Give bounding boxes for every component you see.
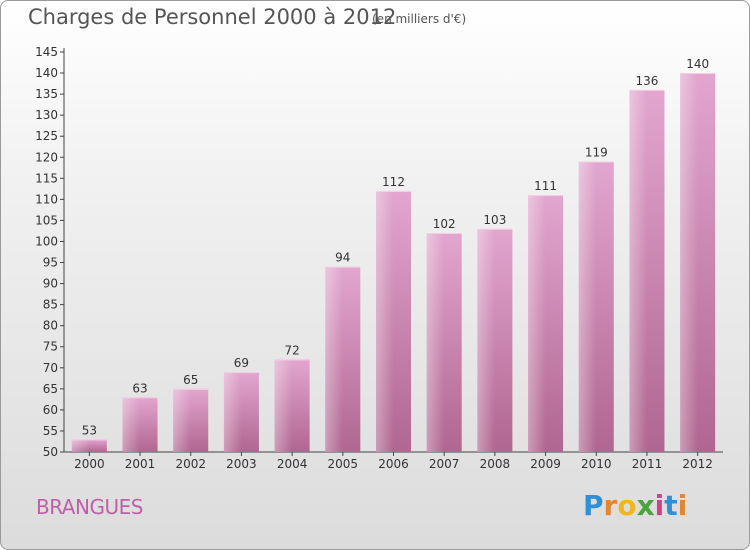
y-tick-label: 105 — [35, 213, 58, 227]
y-tick-label: 140 — [35, 66, 58, 80]
y-tick-label: 65 — [43, 382, 58, 396]
bar-highlight — [122, 397, 141, 452]
x-tick-label: 2004 — [277, 457, 308, 471]
x-tick-label: 2009 — [530, 457, 561, 471]
y-tick-label: 100 — [35, 234, 58, 248]
y-tick-label: 110 — [35, 192, 58, 206]
y-tick-label: 80 — [43, 319, 58, 333]
y-tick-label: 145 — [35, 45, 58, 59]
bar-highlight — [477, 228, 495, 452]
y-tick-label: 50 — [43, 445, 58, 459]
logo-letter: P — [583, 489, 604, 522]
y-tick-label: 70 — [43, 361, 58, 375]
chart-title: Charges de Personnel 2000 à 2012 — [28, 5, 397, 29]
y-tick-label: 60 — [43, 403, 58, 417]
data-label: 63 — [132, 381, 147, 395]
x-tick-label: 2010 — [581, 457, 612, 471]
chart-axes: 50 55 60 65 70 75 80 85 90 95 100 105 110 115 120 125 13… — [35, 45, 723, 459]
bar-highlight — [376, 190, 394, 452]
bar-highlight — [426, 233, 445, 452]
x-tick-label: 2008 — [480, 457, 511, 471]
bar-highlight — [528, 195, 546, 452]
y-tick-label: 120 — [35, 150, 58, 164]
data-label: 136 — [636, 74, 659, 88]
y-tick-label: 125 — [35, 129, 58, 143]
chart-labels: 53 2000 63 2001 65 2002 69 2003 72 2004 94 2005 112 2… — [74, 57, 713, 471]
bar-highlight — [325, 266, 343, 452]
data-label: 111 — [534, 179, 557, 193]
y-tick-label: 75 — [43, 340, 58, 354]
data-label: 140 — [686, 57, 709, 71]
logo-letter: i — [654, 489, 665, 522]
y-tick-label: 90 — [43, 277, 58, 291]
logo-letter: x — [636, 489, 655, 522]
x-tick-label: 2002 — [175, 457, 206, 471]
logo-letter: t — [664, 489, 678, 522]
x-tick-label: 2003 — [226, 457, 257, 471]
x-tick-label: 2011 — [632, 457, 663, 471]
x-tick-label: 2005 — [328, 457, 359, 471]
data-label: 119 — [585, 145, 608, 159]
x-tick-label: 2012 — [682, 457, 713, 471]
y-tick-label: 115 — [35, 171, 58, 185]
data-label: 102 — [433, 217, 456, 231]
logo-letter: o — [617, 489, 637, 522]
x-tick-label: 2007 — [429, 457, 460, 471]
proxiti-logo: Proxiti — [583, 489, 687, 522]
data-label: 65 — [183, 373, 198, 387]
bar-highlight — [223, 372, 242, 452]
bar-highlight — [173, 388, 191, 452]
data-label: 103 — [483, 213, 506, 227]
bar-highlight — [578, 161, 597, 452]
y-tick-label: 130 — [35, 108, 58, 122]
data-label: 53 — [82, 423, 97, 437]
y-tick-label: 55 — [43, 424, 58, 438]
data-label: 112 — [382, 175, 405, 189]
commune-name: BRANGUES — [36, 495, 143, 519]
chart-subtitle: (en milliers d'€) — [372, 12, 467, 26]
data-label: 72 — [284, 343, 299, 357]
bar-highlight — [71, 439, 90, 452]
bar-highlight — [680, 73, 698, 452]
x-tick-label: 2001 — [125, 457, 156, 471]
bar-highlight — [629, 89, 647, 452]
data-label: 69 — [234, 356, 249, 370]
data-label: 94 — [335, 251, 350, 265]
chart-bars — [71, 73, 716, 452]
logo-letter: i — [677, 489, 688, 522]
y-tick-label: 95 — [43, 256, 58, 270]
y-tick-label: 135 — [35, 87, 58, 101]
y-tick-label: 85 — [43, 298, 58, 312]
logo-letter: r — [603, 489, 618, 522]
bar-highlight — [274, 359, 293, 452]
x-tick-label: 2006 — [378, 457, 409, 471]
x-tick-label: 2000 — [74, 457, 105, 471]
